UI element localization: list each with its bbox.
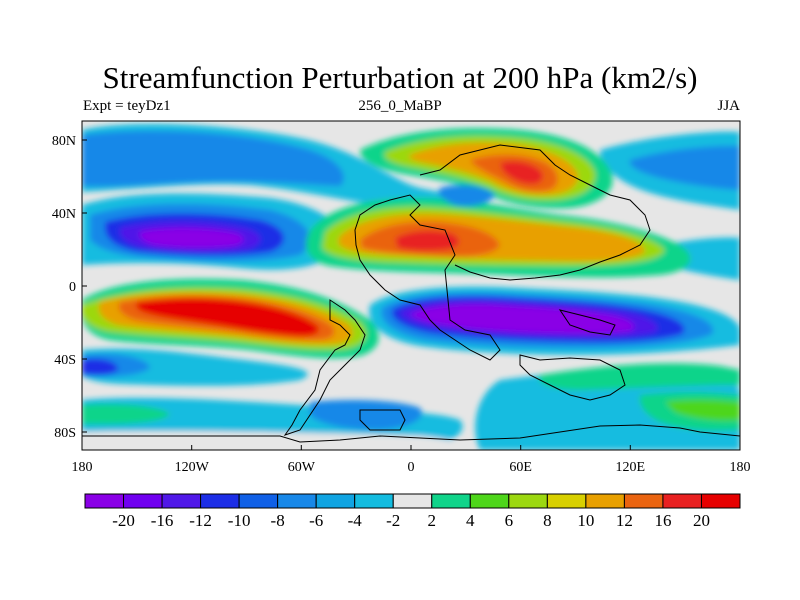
colorbar-label: 8 [543, 511, 552, 530]
y-tick-label: 80S [54, 426, 76, 441]
colorbar-swatch [431, 493, 471, 509]
colorbar-label: 12 [616, 511, 633, 530]
colorbar-swatch [469, 493, 510, 509]
case-label: 256_0_MaBP [358, 98, 442, 114]
colorbar-label: 10 [577, 511, 594, 530]
colorbar-label: -10 [228, 511, 251, 530]
colorbar-label: -16 [151, 511, 174, 530]
colorbar-swatch [508, 493, 548, 509]
colorbar-swatch [200, 493, 240, 509]
colorbar-label: -20 [112, 511, 135, 530]
x-tick-label: 180 [72, 460, 93, 475]
x-tick-label: 60E [509, 460, 532, 475]
x-tick-label: 0 [408, 460, 415, 475]
x-tick-label: 120E [616, 460, 646, 475]
colorbar-label: -12 [189, 511, 212, 530]
colorbar-swatch [84, 493, 125, 509]
experiment-label: Expt = teyDz1 [83, 98, 171, 114]
chart-title: Streamfunction Perturbation at 200 hPa (… [102, 60, 698, 95]
colorbar-swatch [161, 493, 202, 509]
colorbar-label: 4 [466, 511, 475, 530]
colorbar-swatch [277, 493, 317, 509]
colorbar-swatch [315, 493, 356, 509]
x-tick-label: 120W [175, 460, 210, 475]
colorbar-label: 20 [693, 511, 710, 530]
colorbar-swatch [662, 493, 702, 509]
colorbar-label: -6 [309, 511, 323, 530]
colorbar-swatch [238, 493, 279, 509]
colorbar-swatch [623, 493, 664, 509]
x-tick-label: 60W [288, 460, 316, 475]
colorbar-swatch [700, 493, 741, 509]
y-tick-label: 0 [69, 280, 76, 295]
x-tick-label: 180 [730, 460, 751, 475]
season-label: JJA [717, 98, 740, 114]
colorbar-swatch [585, 493, 625, 509]
colorbar-label: -4 [348, 511, 363, 530]
axis-ticks [81, 139, 741, 450]
y-tick-label: 80N [52, 134, 76, 149]
colorbar-label: -2 [386, 511, 400, 530]
colorbar-label: 2 [428, 511, 437, 530]
colorbar-swatch [123, 493, 163, 509]
continent-outlines [82, 144, 740, 443]
contour-field [82, 121, 740, 450]
x-axis-labels: 180 120W 60W 0 60E 120E 180 [72, 460, 751, 475]
colorbar-label: 6 [505, 511, 514, 530]
colorbar-label: -8 [271, 511, 285, 530]
colorbar: -20 -16 -12 -10 -8 -6 -4 -2 2 4 6 8 10 12 16 20 [84, 493, 741, 530]
y-tick-label: 40N [52, 207, 76, 222]
y-axis-labels: 80N 40N 0 40S 80S [52, 134, 76, 441]
colorbar-label: 16 [654, 511, 671, 530]
colorbar-swatch [546, 493, 587, 509]
y-tick-label: 40S [54, 353, 76, 368]
colorbar-swatch [392, 493, 433, 509]
colorbar-swatch [354, 493, 394, 509]
